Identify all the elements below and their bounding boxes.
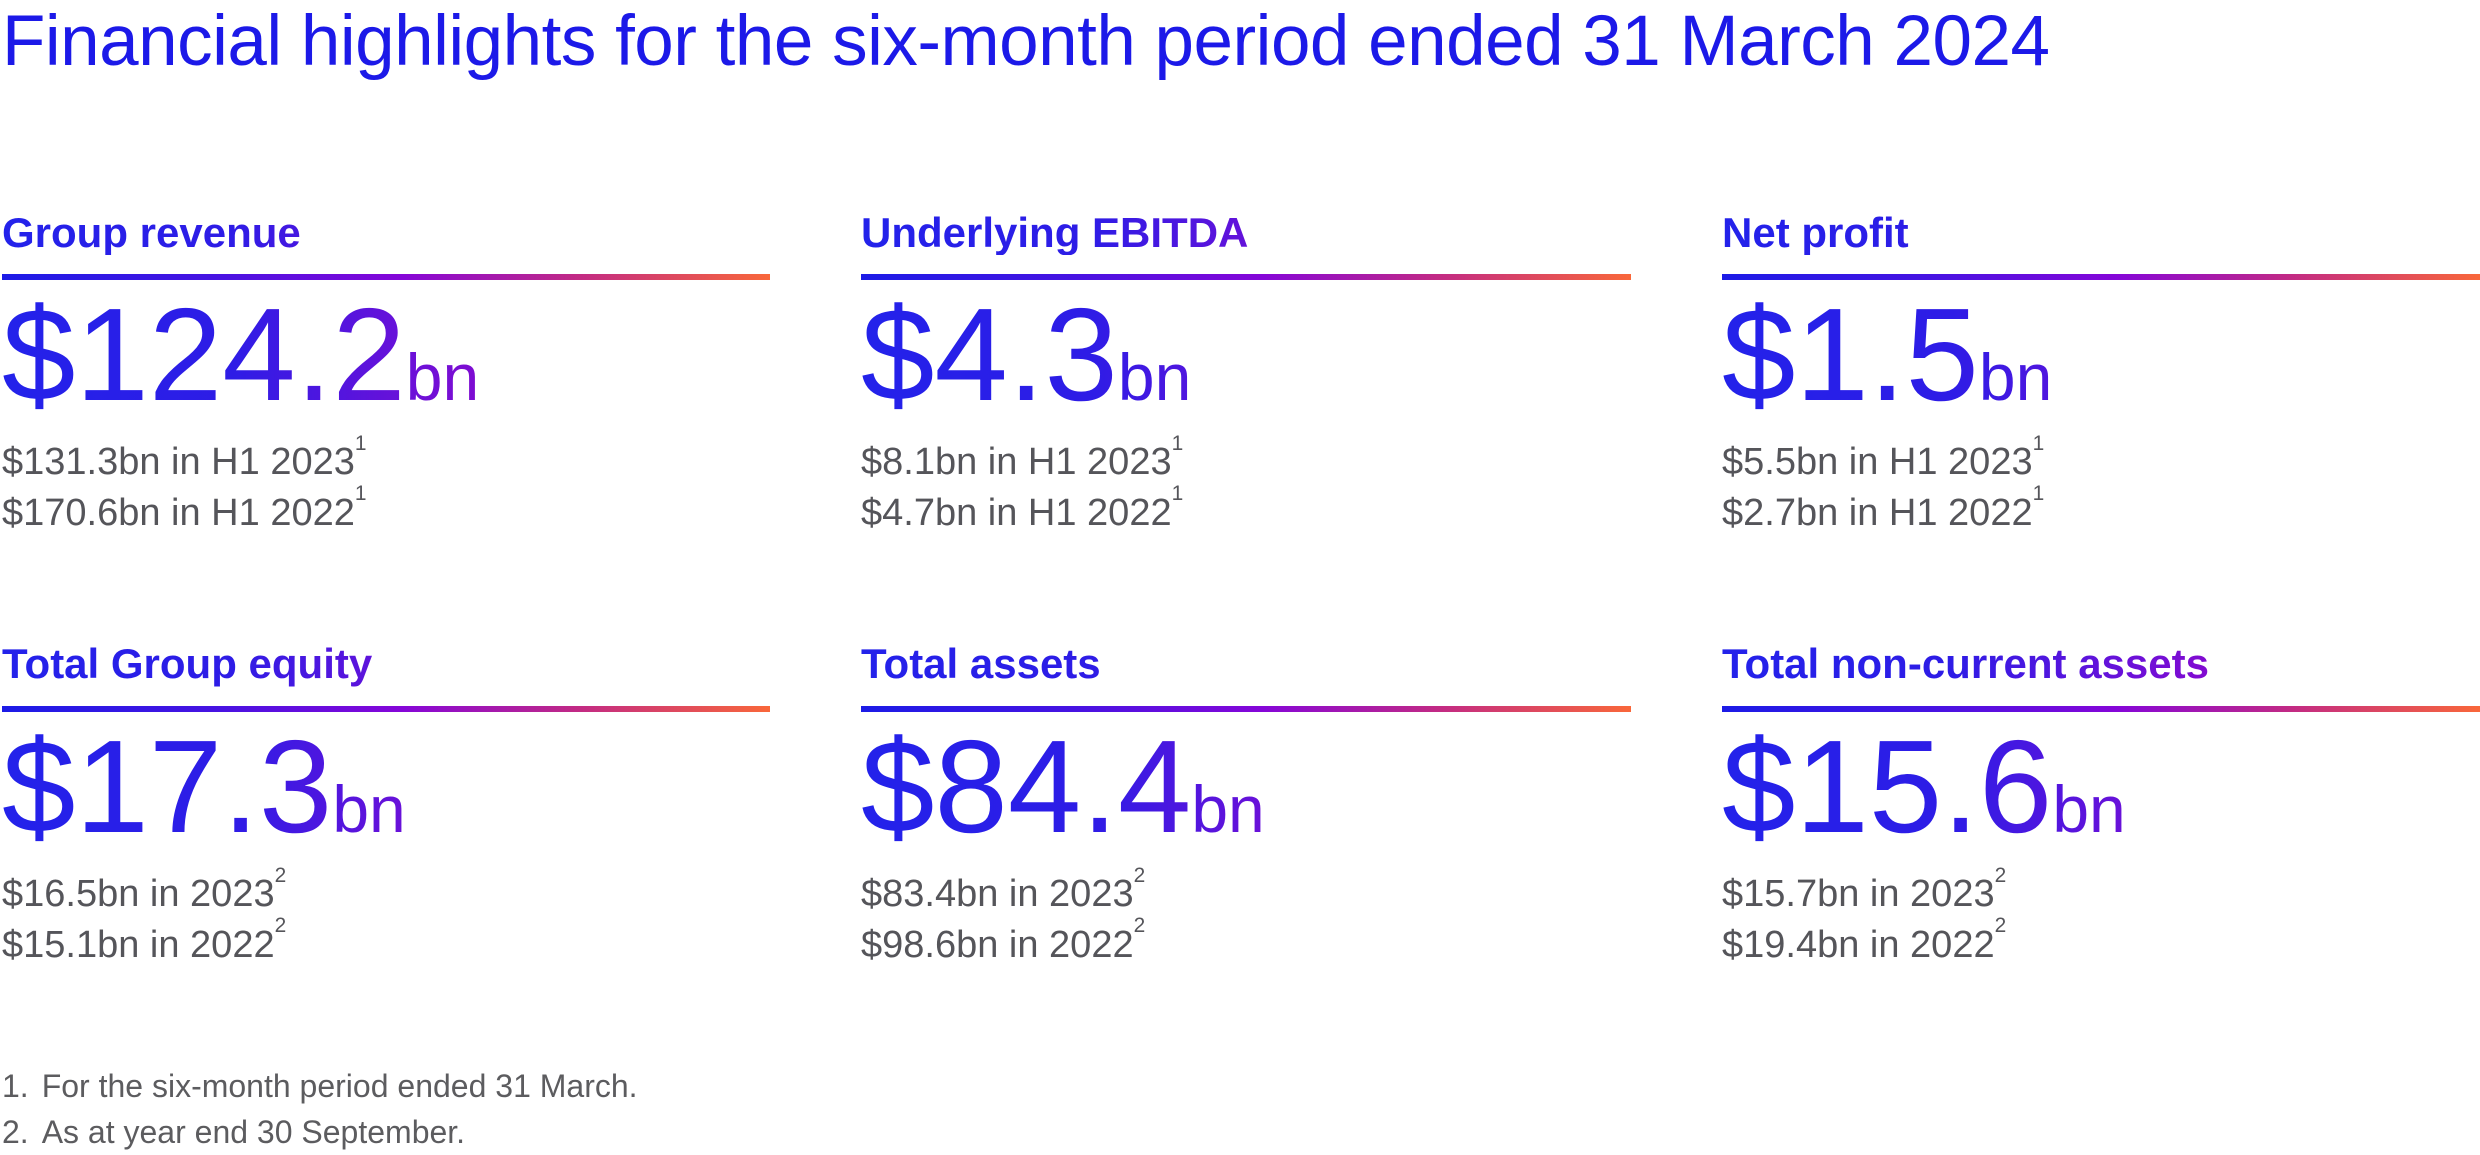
comparison-group: $8.1bn in H1 20231 $4.7bn in H1 20221 bbox=[861, 431, 1631, 538]
metric-card-underlying-ebitda: Underlying EBITDA $4.3bn $8.1bn in H1 20… bbox=[861, 208, 1631, 539]
comparison-group: $131.3bn in H1 20231 $170.6bn in H1 2022… bbox=[2, 431, 770, 538]
gradient-rule bbox=[861, 273, 1631, 280]
metric-amount: $17.3 bbox=[2, 712, 333, 860]
metric-heading: Group revenue bbox=[2, 208, 301, 256]
comparison-group: $15.7bn in 20232 $19.4bn in 20222 bbox=[1722, 863, 2480, 970]
comparison-line: $170.6bn in H1 20221 bbox=[2, 482, 367, 534]
gradient-rule bbox=[1722, 705, 2480, 712]
metric-card-total-non-current-assets: Total non-current assets $15.6bn $15.7bn… bbox=[1722, 642, 2480, 970]
footnote-marker: 1. bbox=[2, 1068, 29, 1105]
comparison-line: $16.5bn in 20232 bbox=[2, 863, 287, 916]
gradient-rule bbox=[2, 705, 770, 712]
comparison-line: $19.4bn in 20222 bbox=[1722, 914, 2007, 966]
comparison-group: $5.5bn in H1 20231 $2.7bn in H1 20221 bbox=[1722, 431, 2480, 538]
page-title: Financial highlights for the six-month p… bbox=[2, 2, 2050, 81]
comparison-group: $83.4bn in 20232 $98.6bn in 20222 bbox=[861, 863, 1631, 970]
metric-value: $84.4bn bbox=[861, 720, 1265, 855]
footnote-ref: 1 bbox=[2032, 482, 2045, 506]
metric-unit: bn bbox=[2052, 771, 2126, 846]
metric-value: $4.3bn bbox=[861, 288, 1191, 423]
gradient-rule bbox=[1722, 273, 2480, 280]
metric-amount: $1.5 bbox=[1722, 280, 1979, 428]
footnote-ref: 1 bbox=[1171, 482, 1184, 506]
footnote-text: For the six-month period ended 31 March. bbox=[41, 1068, 638, 1105]
footnote-text: As at year end 30 September. bbox=[41, 1113, 466, 1150]
footnote-ref: 2 bbox=[1133, 914, 1146, 938]
comparison-line: $5.5bn in H1 20231 bbox=[1722, 431, 2045, 484]
comparison-line: $4.7bn in H1 20221 bbox=[861, 482, 1184, 534]
metric-card-net-profit: Net profit $1.5bn $5.5bn in H1 20231 $2.… bbox=[1722, 208, 2480, 539]
footnote-marker: 2. bbox=[2, 1113, 29, 1150]
comparison-line: $15.1bn in 20222 bbox=[2, 914, 287, 966]
metric-card-total-group-equity: Total Group equity $17.3bn $16.5bn in 20… bbox=[2, 642, 770, 970]
footnote-ref: 1 bbox=[2032, 431, 2045, 455]
metric-amount: $84.4 bbox=[861, 712, 1192, 860]
metric-value: $1.5bn bbox=[1722, 288, 2052, 423]
footnote-ref: 1 bbox=[354, 482, 367, 506]
metric-unit: bn bbox=[332, 771, 406, 846]
metric-unit: bn bbox=[1978, 339, 2053, 414]
footnote-ref: 1 bbox=[354, 431, 367, 455]
metric-heading: Total assets bbox=[861, 640, 1101, 688]
metric-heading: Total Group equity bbox=[2, 640, 373, 688]
footnote-ref: 1 bbox=[1171, 431, 1184, 455]
metric-amount: $15.6 bbox=[1722, 712, 2053, 860]
metric-card-total-assets: Total assets $84.4bn $83.4bn in 20232 $9… bbox=[861, 642, 1631, 970]
metric-value: $15.6bn bbox=[1722, 720, 2126, 855]
footnote-1: 1. For the six-month period ended 31 Mar… bbox=[2, 1064, 2480, 1109]
metric-heading: Net profit bbox=[1722, 208, 1909, 256]
comparison-line: $131.3bn in H1 20231 bbox=[2, 431, 367, 484]
metrics-row-1: Group revenue $124.2bn $131.3bn in H1 20… bbox=[2, 208, 2480, 539]
comparison-line: $83.4bn in 20232 bbox=[861, 863, 1146, 916]
metrics-row-2: Total Group equity $17.3bn $16.5bn in 20… bbox=[2, 642, 2480, 970]
footnote-ref: 2 bbox=[274, 914, 287, 938]
comparison-group: $16.5bn in 20232 $15.1bn in 20222 bbox=[2, 863, 770, 970]
metric-card-group-revenue: Group revenue $124.2bn $131.3bn in H1 20… bbox=[2, 208, 770, 539]
footnote-ref: 2 bbox=[274, 863, 287, 887]
gradient-rule bbox=[2, 273, 770, 280]
metric-heading: Total non-current assets bbox=[1722, 640, 2209, 688]
comparison-line: $2.7bn in H1 20221 bbox=[1722, 482, 2045, 534]
gradient-rule bbox=[861, 705, 1631, 712]
footnote-ref: 2 bbox=[1133, 863, 1146, 887]
footnote-ref: 2 bbox=[1994, 863, 2007, 887]
metric-unit: bn bbox=[1191, 771, 1265, 846]
footnotes: 1. For the six-month period ended 31 Mar… bbox=[2, 1064, 2480, 1155]
metric-amount: $124.2 bbox=[2, 280, 406, 428]
comparison-line: $98.6bn in 20222 bbox=[861, 914, 1146, 966]
metric-value: $17.3bn bbox=[2, 720, 406, 855]
metric-amount: $4.3 bbox=[861, 280, 1118, 428]
footnote-2: 2. As at year end 30 September. bbox=[2, 1110, 2480, 1155]
metric-heading: Underlying EBITDA bbox=[861, 208, 1249, 256]
footnote-ref: 2 bbox=[1994, 914, 2007, 938]
comparison-line: $15.7bn in 20232 bbox=[1722, 863, 2007, 916]
metric-unit: bn bbox=[1117, 339, 1192, 414]
comparison-line: $8.1bn in H1 20231 bbox=[861, 431, 1184, 484]
metric-value: $124.2bn bbox=[2, 288, 479, 423]
metric-unit: bn bbox=[405, 339, 480, 414]
